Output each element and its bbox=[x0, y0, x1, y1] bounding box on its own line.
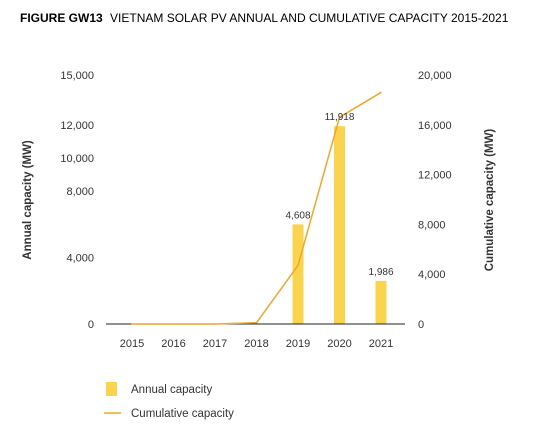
annual-capacity-bars bbox=[292, 126, 387, 325]
left-tick-label: 8,000 bbox=[66, 186, 94, 198]
bar-data-labels: 4,608 11,918 1,986 bbox=[285, 112, 393, 278]
cumulative-capacity-point bbox=[172, 323, 175, 325]
bar-data-label: 4,608 bbox=[285, 210, 310, 221]
left-tick-label: 10,000 bbox=[60, 153, 94, 165]
left-axis-ticks: 0 4,000 8,000 10,000 12,000 15,000 bbox=[60, 70, 94, 331]
bar-data-label: 11,918 bbox=[325, 112, 355, 123]
right-axis-ticks: 0 4,000 8,000 12,000 16,000 20,000 bbox=[418, 70, 452, 331]
legend-cumulative-label: Cumulative capacity bbox=[131, 408, 234, 420]
annual-capacity-bar bbox=[334, 126, 345, 325]
x-tick-label: 2018 bbox=[244, 338, 268, 350]
bar-data-label: 1,986 bbox=[368, 267, 393, 278]
x-tick-label: 2019 bbox=[286, 338, 310, 350]
left-axis-title: Annual capacity (MW) bbox=[22, 140, 34, 260]
right-tick-label: 16,000 bbox=[418, 120, 452, 132]
cumulative-capacity-point bbox=[297, 264, 299, 267]
cumulative-capacity-point bbox=[380, 91, 382, 94]
x-axis-ticks: 2015 2016 2017 2018 2019 2020 2021 bbox=[120, 338, 393, 350]
chart-title-prefix: FIGURE GW13 bbox=[20, 11, 103, 25]
right-tick-label: 0 bbox=[418, 319, 424, 331]
legend: Annual capacity Cumulative capacity bbox=[104, 382, 234, 420]
right-tick-label: 12,000 bbox=[418, 170, 452, 182]
cumulative-capacity-point bbox=[255, 321, 258, 324]
left-tick-label: 4,000 bbox=[66, 253, 94, 265]
annual-capacity-bar bbox=[375, 280, 387, 324]
cumulative-capacity-line-series bbox=[131, 91, 382, 325]
cumulative-capacity-point bbox=[338, 116, 341, 119]
legend-annual-swatch bbox=[106, 382, 117, 396]
x-tick-label: 2017 bbox=[203, 338, 227, 350]
right-tick-label: 20,000 bbox=[418, 70, 452, 82]
right-tick-label: 4,000 bbox=[418, 269, 446, 281]
cumulative-capacity-point bbox=[214, 323, 216, 325]
left-tick-label: 15,000 bbox=[60, 70, 94, 82]
x-tick-label: 2021 bbox=[369, 338, 393, 350]
left-tick-label: 12,000 bbox=[60, 120, 94, 132]
x-tick-label: 2020 bbox=[327, 338, 351, 350]
right-tick-label: 8,000 bbox=[418, 219, 446, 231]
x-tick-label: 2015 bbox=[120, 338, 144, 350]
right-axis-title: Cumulative capacity (MW) bbox=[484, 129, 496, 272]
cumulative-capacity-point bbox=[131, 323, 133, 325]
left-tick-label: 0 bbox=[88, 319, 94, 331]
chart-title-text: VIETNAM SOLAR PV ANNUAL AND CUMULATIVE C… bbox=[110, 11, 509, 25]
legend-annual-label: Annual capacity bbox=[131, 384, 212, 396]
x-tick-label: 2016 bbox=[161, 338, 185, 350]
chart-title: FIGURE GW13 VIETNAM SOLAR PV ANNUAL AND … bbox=[20, 11, 509, 25]
annual-capacity-bar bbox=[292, 224, 304, 324]
